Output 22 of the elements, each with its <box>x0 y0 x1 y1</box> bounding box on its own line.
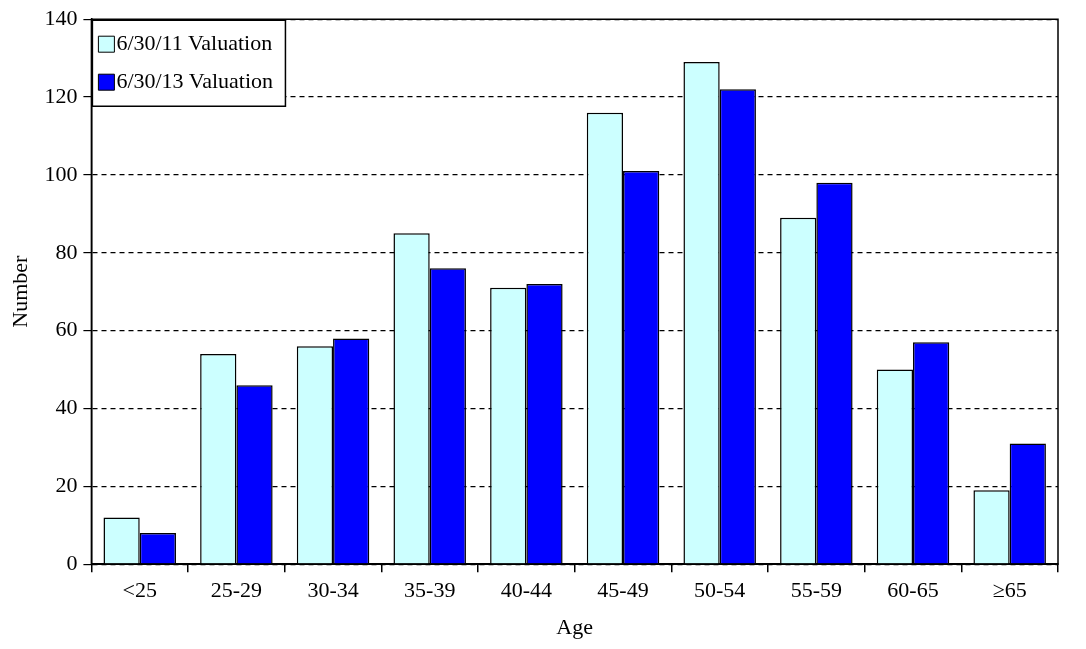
y-tick-label: 60 <box>55 316 78 342</box>
y-tick-label: 0 <box>66 549 78 575</box>
x-tick-label: 60-65 <box>887 577 939 603</box>
y-tick-label: 100 <box>44 160 78 186</box>
y-axis-title: Number <box>6 254 32 328</box>
y-tick-label: 140 <box>44 4 78 30</box>
legend-label: 6/30/13 Valuation <box>116 67 274 93</box>
x-tick-label: 35-39 <box>404 577 456 603</box>
x-tick-label: <25 <box>122 577 157 603</box>
x-tick-label: ≥65 <box>992 577 1027 603</box>
x-tick-label: 40-44 <box>500 577 553 603</box>
x-tick-label: 25-29 <box>210 577 263 603</box>
x-axis-title: Age <box>556 613 594 639</box>
y-tick-label: 120 <box>44 82 78 108</box>
x-tick-label: 30-34 <box>307 577 359 603</box>
x-tick-label: 50-54 <box>694 577 746 603</box>
y-tick-label: 80 <box>55 238 78 264</box>
legend-label: 6/30/11 Valuation <box>116 29 273 55</box>
x-tick-label: 55-59 <box>790 577 843 603</box>
y-tick-label: 20 <box>55 472 78 498</box>
x-tick-label: 45-49 <box>597 577 649 603</box>
y-tick-label: 40 <box>55 394 78 420</box>
